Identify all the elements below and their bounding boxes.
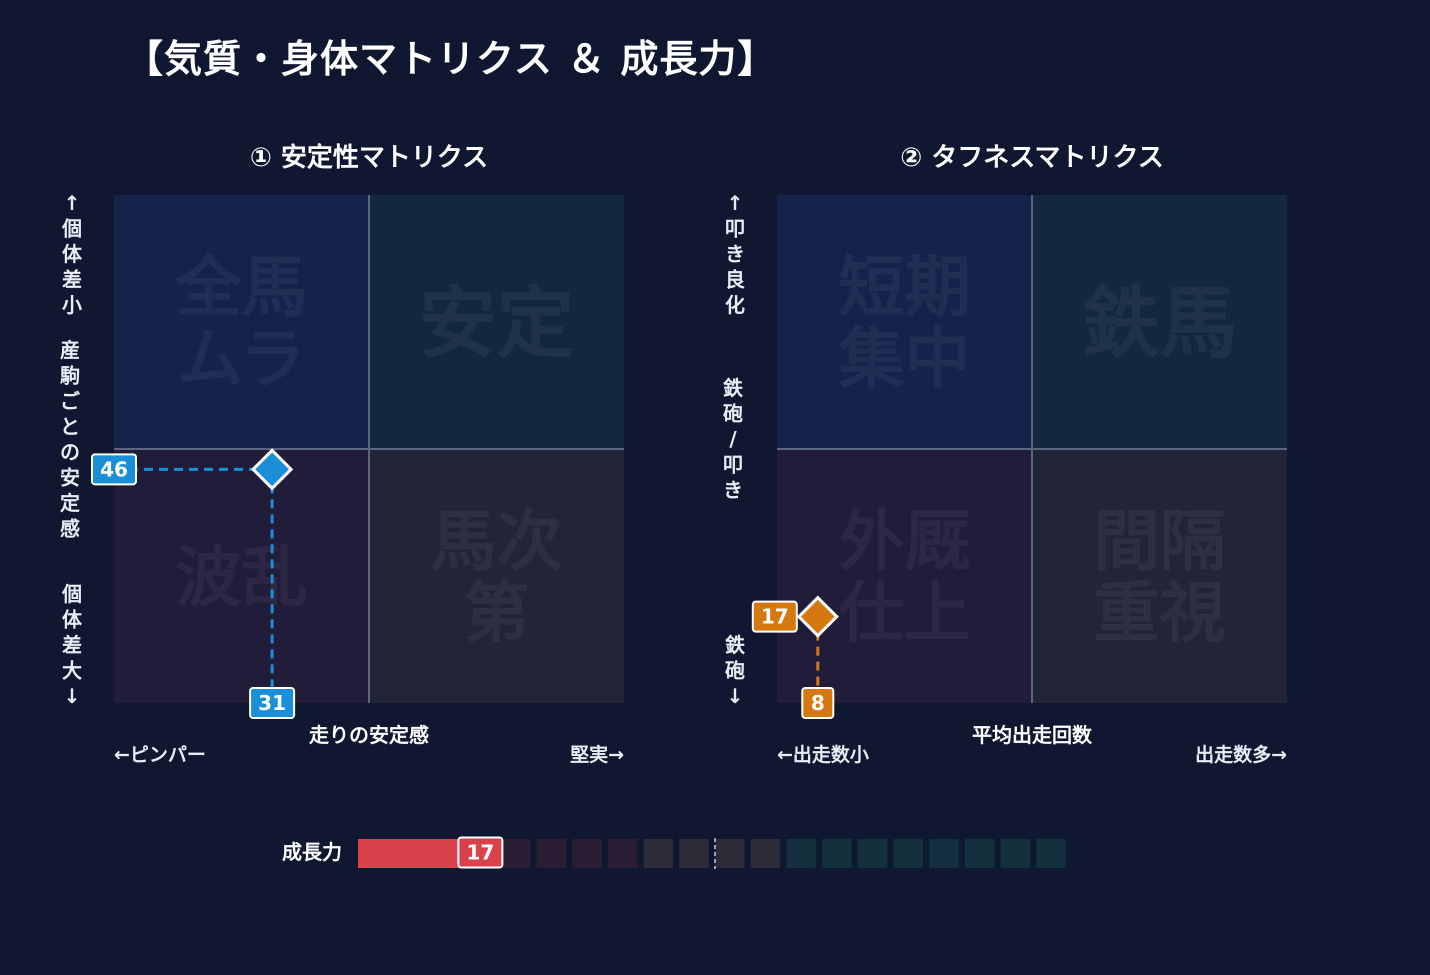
growth-segment — [536, 839, 566, 868]
growth-segment — [500, 839, 531, 868]
quadrant-bottom-right — [369, 449, 624, 703]
y-axis-bottom-label: 鉄砲↓ — [725, 633, 745, 708]
data-point — [796, 595, 839, 638]
quadrant-label-top-right: 鉄馬 — [1081, 279, 1237, 369]
quadrant-label-bottom-right: 間隔重視 — [1094, 503, 1226, 651]
growth-value-badge-text: 17 — [466, 841, 494, 865]
growth-segment — [572, 839, 602, 868]
x-axis-right-label: 堅実→ — [570, 743, 624, 766]
quadrant-label-bottom-left: 外厩仕上 — [839, 503, 971, 651]
growth-segment — [1000, 839, 1031, 868]
growth-segment — [822, 839, 852, 868]
y-value-badge-text: 46 — [100, 457, 128, 481]
quadrant-top-right — [1032, 195, 1287, 449]
y-axis-bottom-label: 個体差大↓ — [61, 582, 83, 708]
quadrant-label-bottom-left: 波乱 — [176, 539, 308, 616]
x-value-badge-text: 8 — [811, 691, 825, 715]
growth-segment — [679, 839, 709, 868]
growth-segment — [607, 839, 638, 868]
y-value-badge-text: 17 — [761, 605, 789, 629]
svg-text:産駒ごとの安定感: 産駒ごとの安定感 — [60, 338, 80, 541]
quadrant-bottom-right — [1032, 449, 1287, 703]
growth-label: 成長力 — [282, 840, 342, 864]
y-value-badge: 46 — [91, 453, 137, 486]
chart-title: ② タフネスマトリクス — [900, 143, 1164, 173]
y-value-badge: 17 — [751, 600, 798, 633]
growth-segment — [857, 839, 888, 868]
chart-title: ① 安定性マトリクス — [250, 142, 488, 173]
growth-value-badge: 17 — [457, 836, 504, 869]
x-axis-left-label: ←出走数小 — [777, 743, 869, 766]
svg-text:↑叩き良化: ↑叩き良化 — [725, 191, 745, 317]
x-axis-right-label: 出走数多→ — [1195, 743, 1287, 766]
svg-text:鉄砲↓: 鉄砲↓ — [725, 633, 745, 708]
svg-text:個体差大↓: 個体差大↓ — [61, 582, 83, 708]
growth-segment — [643, 839, 674, 868]
y-axis-mid-label: 産駒ごとの安定感 — [60, 338, 80, 541]
x-value-badge: 31 — [249, 687, 296, 719]
x-axis-title: 走りの安定感 — [309, 723, 429, 747]
x-value-badge: 8 — [801, 687, 835, 719]
growth-segment — [893, 839, 923, 868]
quadrant-label-top-right: 安定 — [418, 279, 574, 369]
x-axis-left-label: ←ピンパー — [114, 744, 206, 766]
growth-segment — [750, 839, 781, 868]
quadrant-top-right — [369, 195, 624, 449]
quadrant-label-bottom-right: 馬次第 — [431, 503, 563, 651]
growth-segment — [786, 839, 816, 868]
y-axis-top-label: ↑叩き良化 — [725, 191, 745, 317]
y-axis-mid-label: 鉄砲/叩き — [723, 376, 743, 502]
quadrant-top-left — [114, 195, 369, 449]
quadrant-bottom-left — [114, 449, 369, 703]
x-value-badge-text: 31 — [258, 691, 286, 715]
svg-text:鉄砲/叩き: 鉄砲/叩き — [723, 376, 743, 502]
growth-segment — [964, 839, 995, 868]
growth-segment — [1036, 839, 1066, 868]
growth-segment — [715, 839, 745, 868]
growth-bar: 成長力 17 — [282, 836, 1066, 869]
quadrant-bottom-left — [777, 449, 1032, 703]
data-point — [250, 448, 294, 491]
page-title: 【気質・身体マトリクス ＆ 成長力】 — [125, 37, 777, 81]
y-axis-top-label: ↑個体差小 — [61, 191, 83, 317]
quadrant-label-top-left: 短期集中 — [838, 249, 971, 397]
growth-segment — [929, 839, 959, 868]
svg-text:↑個体差小: ↑個体差小 — [61, 191, 83, 317]
x-axis-title: 平均出走回数 — [972, 723, 1093, 747]
quadrant-label-top-left: 全馬ムラ — [175, 249, 308, 397]
quadrant-top-left — [777, 195, 1032, 449]
